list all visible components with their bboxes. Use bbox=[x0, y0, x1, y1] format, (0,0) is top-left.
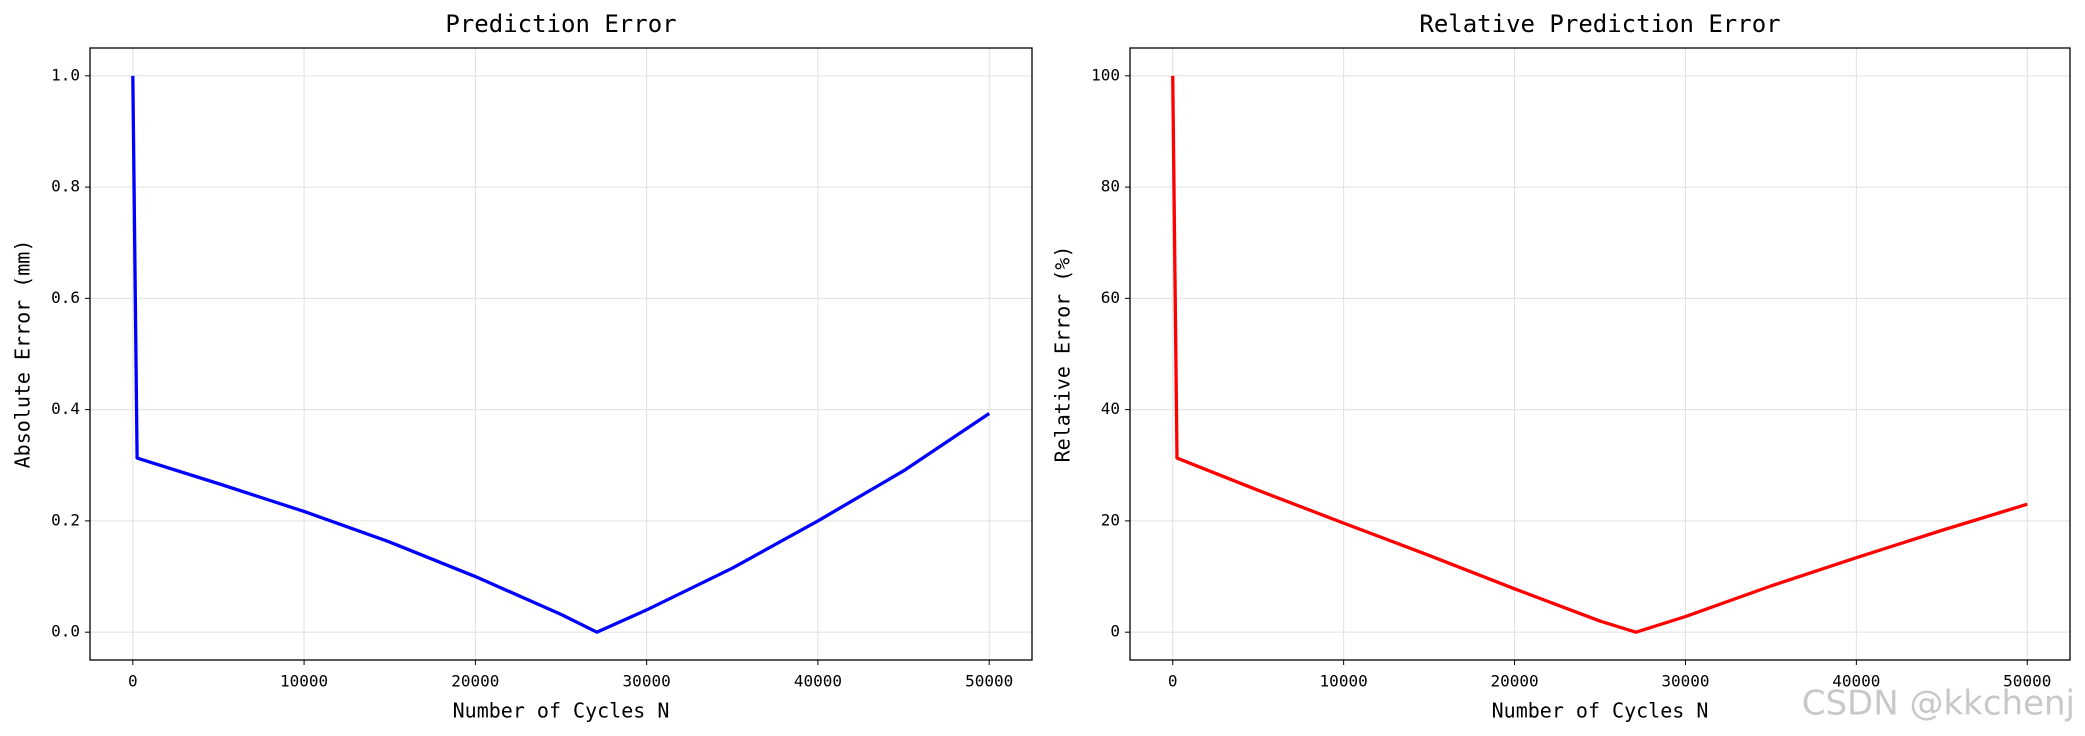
x-axis-label: Number of Cycles N bbox=[1492, 699, 1709, 723]
y-tick-label: 0.8 bbox=[51, 177, 80, 196]
chart-title: Relative Prediction Error bbox=[1419, 10, 1780, 38]
data-line bbox=[131, 75, 991, 634]
y-tick-label: 20 bbox=[1101, 510, 1120, 529]
y-tick-label: 0 bbox=[1110, 622, 1120, 641]
x-tick-label: 50000 bbox=[965, 672, 1013, 691]
y-axis-label: Absolute Error (mm) bbox=[11, 240, 35, 469]
x-tick-label: 10000 bbox=[1320, 672, 1368, 691]
axes-frame bbox=[89, 47, 1033, 661]
y-tick-label: 0.0 bbox=[51, 622, 80, 641]
chart-title: Prediction Error bbox=[445, 10, 676, 38]
watermark: CSDN @kkchenj bbox=[1802, 684, 2075, 724]
x-tick-label: 50000 bbox=[2003, 672, 2051, 691]
y-tick-label: 0.6 bbox=[51, 288, 80, 307]
y-tick-label: 1.0 bbox=[51, 65, 80, 84]
y-tick-label: 60 bbox=[1101, 288, 1120, 307]
x-tick-label: 40000 bbox=[794, 672, 842, 691]
x-tick-label: 30000 bbox=[623, 672, 671, 691]
data-line bbox=[1171, 75, 2028, 634]
y-tick-label: 40 bbox=[1101, 399, 1120, 418]
x-tick-label: 20000 bbox=[1490, 672, 1538, 691]
x-tick-label: 0 bbox=[128, 672, 138, 691]
x-axis-label: Number of Cycles N bbox=[453, 699, 670, 723]
y-tick-label: 80 bbox=[1101, 177, 1120, 196]
x-tick-label: 20000 bbox=[451, 672, 499, 691]
x-tick-label: 30000 bbox=[1661, 672, 1709, 691]
x-tick-label: 0 bbox=[1168, 672, 1178, 691]
y-axis-label: Relative Error (%) bbox=[1051, 246, 1075, 463]
y-tick-label: 0.2 bbox=[51, 510, 80, 529]
axes-frame bbox=[1129, 47, 2071, 661]
x-tick-label: 40000 bbox=[1832, 672, 1880, 691]
y-tick-label: 100 bbox=[1091, 65, 1120, 84]
y-tick-label: 0.4 bbox=[51, 399, 80, 418]
x-tick-label: 10000 bbox=[280, 672, 328, 691]
